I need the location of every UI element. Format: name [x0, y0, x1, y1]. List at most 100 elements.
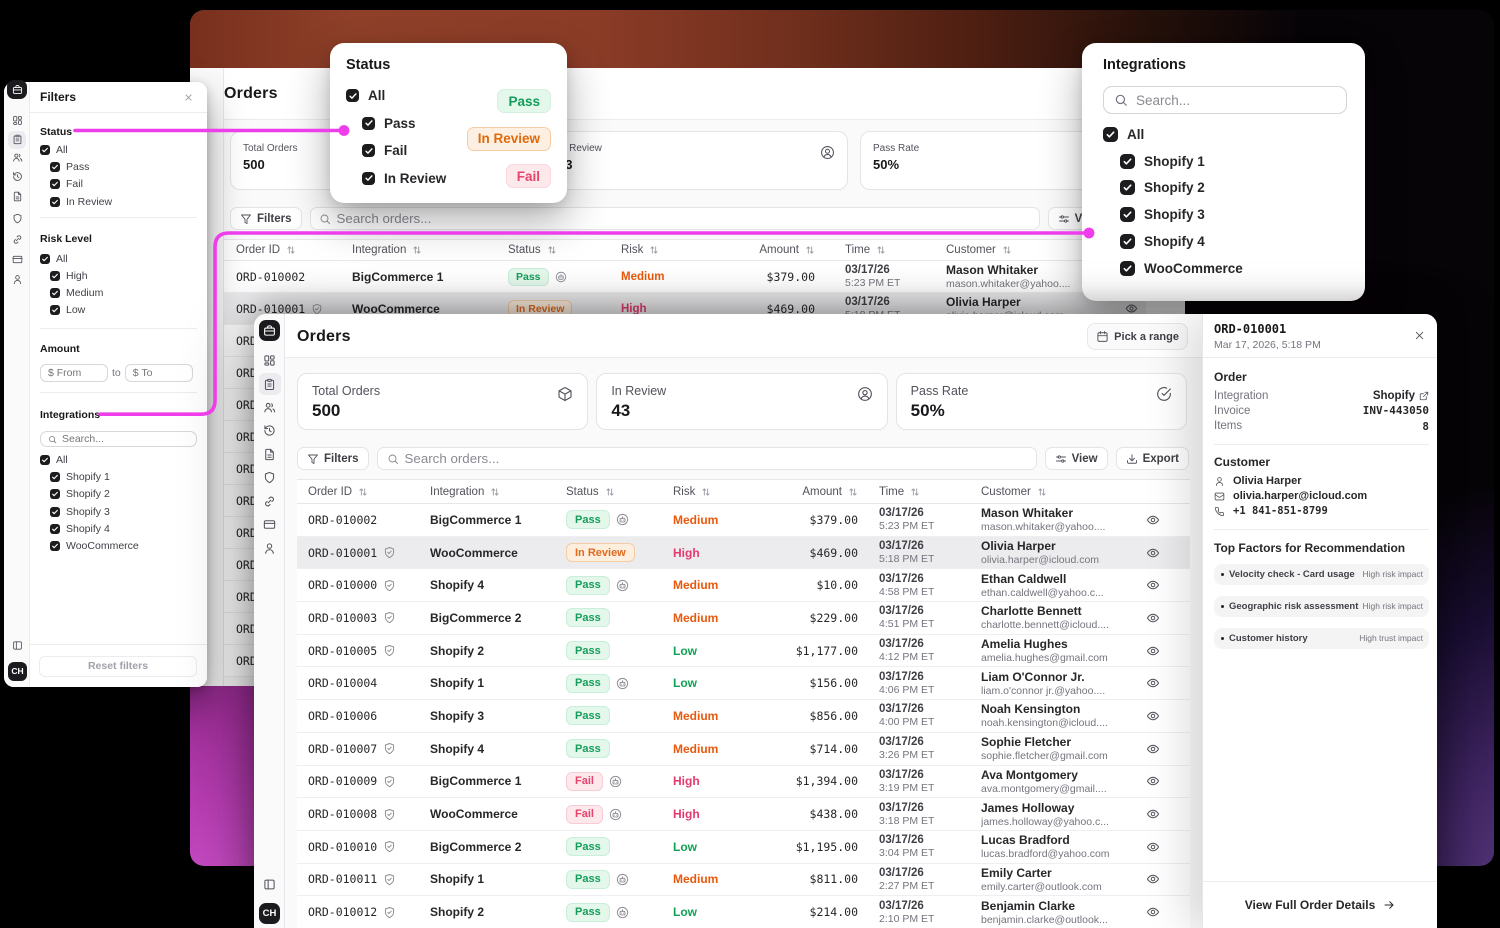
detail-close-button[interactable] — [1414, 330, 1425, 341]
row-view-button[interactable] — [1131, 905, 1175, 919]
table-row[interactable]: ORD-010007 Shopify 4 Pass Medium $714.00 — [297, 732, 1190, 766]
checkbox-checked[interactable] — [50, 541, 60, 552]
rail-item[interactable] — [259, 490, 281, 512]
rail-item[interactable] — [259, 514, 281, 536]
row-view-button[interactable] — [1131, 807, 1175, 821]
checkbox-checked[interactable] — [40, 253, 50, 264]
row-view-button[interactable] — [1131, 546, 1175, 560]
external-link-icon[interactable] — [1419, 391, 1429, 401]
sidebar-toggle-button[interactable] — [7, 636, 27, 654]
rail-item[interactable] — [8, 209, 26, 227]
filter-option[interactable]: Shopify 4 — [50, 520, 197, 537]
table-row[interactable]: ORD-010011 Shopify 1 Pass Medium $811.00 — [297, 863, 1190, 897]
integrations-search-input[interactable] — [62, 433, 189, 445]
amount-from-input[interactable] — [40, 364, 108, 382]
orders-search-input[interactable] — [336, 211, 1031, 226]
rail-item[interactable] — [259, 396, 281, 418]
rail-item[interactable] — [8, 149, 26, 167]
rail-item[interactable] — [8, 168, 26, 186]
checkbox-checked[interactable] — [50, 288, 60, 299]
column-header[interactable]: Integration — [430, 486, 566, 498]
rail-item[interactable] — [259, 443, 281, 465]
integrations-search[interactable] — [40, 431, 197, 447]
column-header[interactable]: Amount — [758, 486, 858, 498]
table-row[interactable]: ORD-010010 BigCommerce 2 Pass Low $1,195… — [297, 830, 1190, 864]
column-header[interactable]: Time — [815, 244, 946, 256]
filter-option[interactable]: All — [1103, 121, 1347, 148]
row-view-button[interactable] — [1131, 578, 1175, 592]
orders-search-input[interactable] — [404, 451, 1027, 466]
table-row[interactable]: ORD-010000 Shopify 4 Pass Medium $10.00 — [297, 569, 1190, 603]
filter-option[interactable]: All — [40, 142, 197, 159]
filter-option[interactable]: High — [50, 267, 197, 284]
table-row[interactable]: ORD-010002 BigCommerce 1 Pass Medium $37… — [224, 261, 1146, 293]
filter-option[interactable]: Shopify 1 — [1120, 148, 1347, 175]
rail-item[interactable] — [7, 79, 27, 100]
filter-option[interactable]: Shopify 3 — [1120, 201, 1347, 228]
filters-button[interactable]: Filters — [230, 207, 302, 230]
checkbox-checked[interactable] — [50, 523, 60, 534]
filter-option[interactable]: Shopify 3 — [50, 503, 197, 520]
table-row[interactable]: ORD-010012 Shopify 2 Pass Low $214.00 — [297, 896, 1190, 928]
filter-option[interactable]: All — [40, 452, 197, 469]
column-header[interactable]: Amount — [709, 244, 815, 256]
table-row[interactable]: ORD-010006 Shopify 3 Pass Medium $856.00 — [297, 700, 1190, 733]
filter-option[interactable]: Pass — [50, 159, 197, 176]
table-row[interactable]: ORD-010003 BigCommerce 2 Pass Medium $22… — [297, 602, 1190, 635]
rail-item[interactable] — [8, 130, 26, 149]
row-view-button[interactable] — [1131, 840, 1175, 854]
filter-option[interactable]: Low — [50, 302, 197, 319]
filters-button[interactable]: Filters — [297, 447, 369, 470]
column-header[interactable]: Risk — [621, 244, 709, 256]
filter-option[interactable]: Fail — [50, 176, 197, 193]
column-header[interactable]: Status — [508, 244, 621, 256]
row-view-button[interactable] — [1131, 611, 1175, 625]
rail-item[interactable] — [259, 537, 281, 559]
table-row[interactable]: ORD-010008 WooCommerce Fail High $438.00 — [297, 798, 1190, 831]
filter-option[interactable]: All — [346, 82, 551, 110]
row-view-button[interactable] — [1131, 742, 1175, 756]
column-header[interactable]: Risk — [673, 486, 758, 498]
checkbox-checked[interactable] — [1120, 180, 1135, 196]
filter-option[interactable]: In Review — [50, 193, 197, 210]
amount-from-field[interactable] — [48, 367, 100, 379]
filter-option[interactable]: Shopify 2 — [1120, 175, 1347, 202]
rail-item[interactable] — [8, 270, 26, 288]
checkbox-checked[interactable] — [1120, 207, 1135, 223]
checkbox-checked[interactable] — [50, 196, 60, 207]
rail-item[interactable] — [258, 373, 281, 395]
checkbox-checked[interactable] — [50, 506, 60, 517]
row-view-button[interactable] — [1131, 774, 1175, 788]
rail-item[interactable] — [8, 250, 26, 268]
amount-to-field[interactable] — [132, 367, 185, 379]
reset-filters-button[interactable]: Reset filters — [39, 655, 197, 677]
filter-option[interactable]: In Review — [362, 165, 551, 193]
column-header[interactable]: Status — [566, 486, 673, 498]
table-row[interactable]: ORD-010001 WooCommerce In Review High $4… — [297, 536, 1190, 570]
checkbox-checked[interactable] — [362, 116, 375, 130]
integrations-popup-search[interactable] — [1103, 86, 1347, 114]
checkbox-checked[interactable] — [50, 305, 60, 316]
orders-search[interactable] — [309, 207, 1040, 230]
amount-to-input[interactable] — [124, 364, 193, 382]
checkbox-checked[interactable] — [50, 271, 60, 282]
checkbox-checked[interactable] — [40, 455, 50, 466]
rail-item[interactable] — [259, 467, 281, 489]
checkbox-checked[interactable] — [50, 162, 60, 173]
checkbox-checked[interactable] — [1120, 153, 1135, 169]
rail-item[interactable] — [259, 349, 281, 371]
integrations-popup-search-input[interactable] — [1136, 92, 1336, 108]
checkbox-checked[interactable] — [40, 145, 50, 156]
checkbox-checked[interactable] — [1120, 234, 1135, 250]
avatar[interactable]: CH — [259, 902, 280, 924]
checkbox-checked[interactable] — [50, 179, 60, 190]
row-view-button[interactable] — [1131, 872, 1175, 886]
column-header[interactable]: Order ID — [297, 486, 430, 498]
sidebar-toggle-button[interactable] — [259, 873, 281, 895]
rail-item[interactable] — [8, 112, 26, 130]
rail-item[interactable] — [8, 188, 26, 206]
column-header[interactable]: Order ID — [224, 244, 352, 256]
filter-option[interactable]: Shopify 4 — [1120, 228, 1347, 255]
checkbox-checked[interactable] — [362, 144, 375, 158]
row-view-button[interactable] — [1131, 709, 1175, 723]
